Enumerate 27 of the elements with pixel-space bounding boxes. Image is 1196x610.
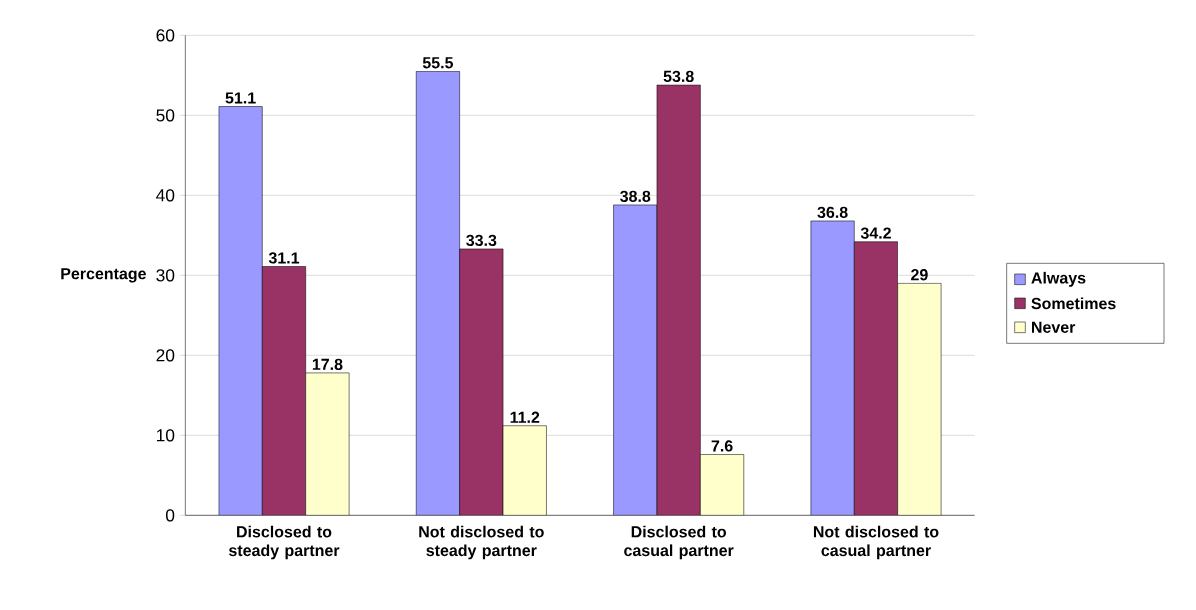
data-label: 33.3 [466, 234, 497, 246]
legend-label: Never [1032, 321, 1076, 333]
data-label: 17.8 [312, 358, 343, 370]
data-label: 34.2 [860, 227, 891, 239]
x-tick-label: Not disclosed to steady partner [419, 525, 544, 560]
y-tick-label: 30 [156, 269, 175, 282]
x-tick-label: Disclosed to casual partner [624, 525, 734, 560]
data-label: 36.8 [817, 206, 848, 218]
data-label: 51.1 [225, 92, 256, 104]
y-tick-label: 20 [156, 349, 175, 362]
data-label: 38.8 [620, 190, 651, 202]
data-label: 29 [911, 269, 928, 281]
data-label: 31.1 [268, 252, 300, 264]
y-tick-label: 0 [165, 509, 175, 522]
y-axis-title: Percentage [61, 268, 146, 283]
x-tick-label: Not disclosed to casual partner [813, 525, 939, 560]
data-label: 53.8 [663, 70, 694, 83]
y-tick-label: 10 [156, 429, 175, 442]
data-label: 11.2 [510, 411, 540, 423]
y-tick-label: 60 [156, 29, 175, 42]
y-tick-label: 40 [156, 189, 175, 202]
legend-label: Always [1031, 271, 1086, 287]
data-label: 55.5 [422, 57, 454, 69]
y-tick-label: 50 [156, 109, 175, 122]
x-tick-label: Disclosed to steady partner [229, 525, 340, 560]
legend-label: Sometimes [1031, 297, 1116, 310]
data-label: 7.6 [711, 440, 733, 452]
